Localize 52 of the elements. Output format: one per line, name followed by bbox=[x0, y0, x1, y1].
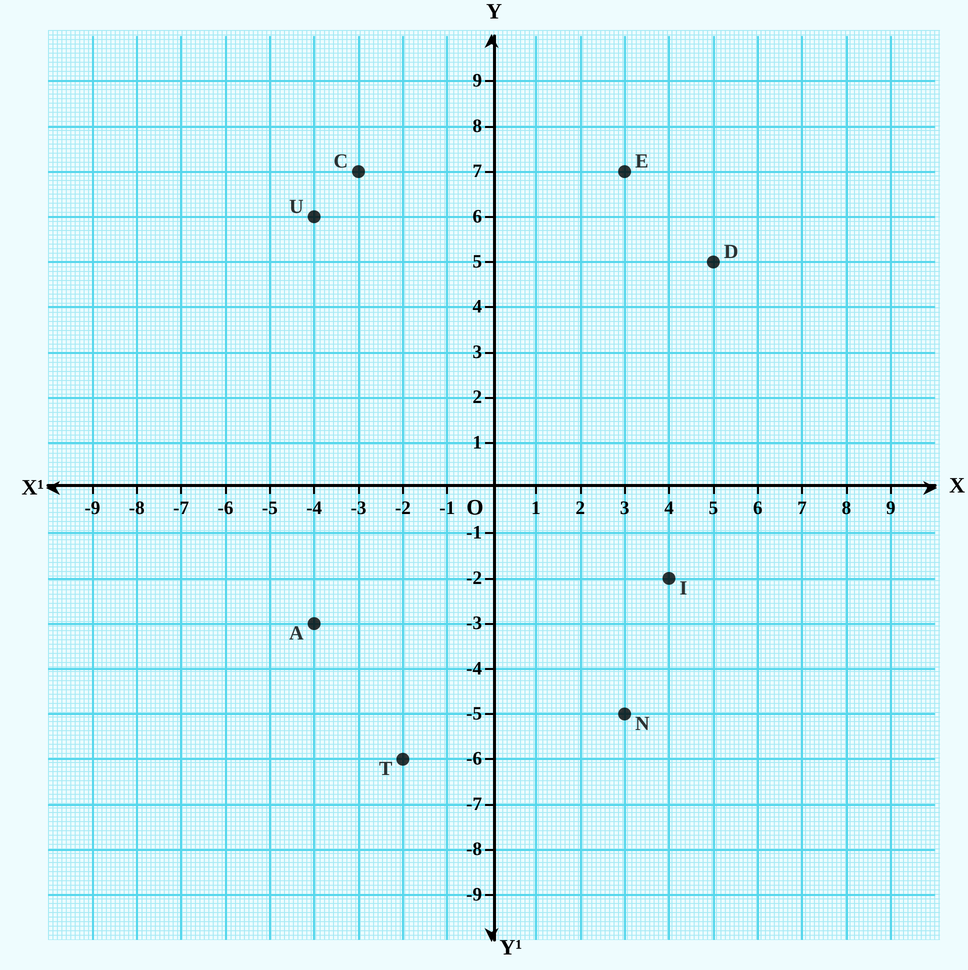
data-label: E bbox=[635, 150, 648, 173]
y-tick-label: -1 bbox=[466, 522, 482, 544]
x-tick-label: -5 bbox=[262, 498, 278, 519]
y-tick-label: 8 bbox=[472, 116, 482, 137]
annotation: Y¹ bbox=[500, 934, 522, 960]
y-tick-label: -9 bbox=[466, 884, 482, 906]
data-label: C bbox=[334, 150, 348, 173]
y-tick-label: -2 bbox=[466, 568, 482, 589]
x-tick-label: -7 bbox=[173, 498, 190, 519]
data-label: N bbox=[635, 713, 650, 735]
point bbox=[618, 165, 632, 178]
point bbox=[706, 256, 720, 268]
y-tick-label: 1 bbox=[472, 432, 482, 454]
data-label: T bbox=[379, 758, 393, 780]
y-tick-label: 5 bbox=[472, 252, 482, 272]
data-label: D bbox=[724, 241, 738, 263]
x-tick-label: 3 bbox=[620, 498, 630, 519]
data-label: A bbox=[289, 622, 304, 645]
y-tick-label: -7 bbox=[466, 794, 482, 815]
point bbox=[396, 752, 410, 766]
y-tick-label: 2 bbox=[472, 387, 482, 408]
x-tick-label: 1 bbox=[531, 498, 541, 519]
x-tick-label: -2 bbox=[394, 498, 411, 519]
y-tick-label: 3 bbox=[472, 342, 482, 363]
x-tick-label: 5 bbox=[708, 498, 718, 519]
y-tick-label: -6 bbox=[466, 748, 482, 770]
y-tick-label: -8 bbox=[466, 839, 482, 860]
x-tick-label: 2 bbox=[576, 498, 586, 519]
x-tick-label: 7 bbox=[797, 498, 808, 519]
data-label: U bbox=[289, 196, 304, 218]
point bbox=[662, 572, 676, 585]
x-tick-label: -3 bbox=[350, 498, 366, 519]
x-axis-title: X bbox=[949, 472, 966, 498]
x-tick-label: -6 bbox=[218, 498, 234, 519]
x-tick-label: 8 bbox=[842, 498, 852, 519]
x-tick-label: -4 bbox=[306, 498, 323, 519]
point bbox=[352, 165, 365, 178]
y-tick-label: -5 bbox=[466, 704, 482, 724]
y-tick-label: -4 bbox=[466, 658, 482, 680]
x-tick-label: 9 bbox=[886, 498, 896, 519]
y-axis-title: Y bbox=[486, 0, 502, 24]
point bbox=[618, 708, 632, 720]
x-tick-label: 6 bbox=[752, 498, 762, 519]
annotation: O bbox=[466, 494, 484, 520]
x-tick-label: 4 bbox=[664, 498, 674, 519]
x-tick-label: -1 bbox=[439, 498, 456, 519]
y-tick-label: -3 bbox=[466, 613, 482, 634]
text: X¹ bbox=[22, 474, 44, 500]
point bbox=[308, 617, 321, 630]
data-label: I bbox=[679, 577, 688, 600]
y-tick-label: 4 bbox=[472, 296, 482, 318]
point bbox=[308, 210, 321, 224]
